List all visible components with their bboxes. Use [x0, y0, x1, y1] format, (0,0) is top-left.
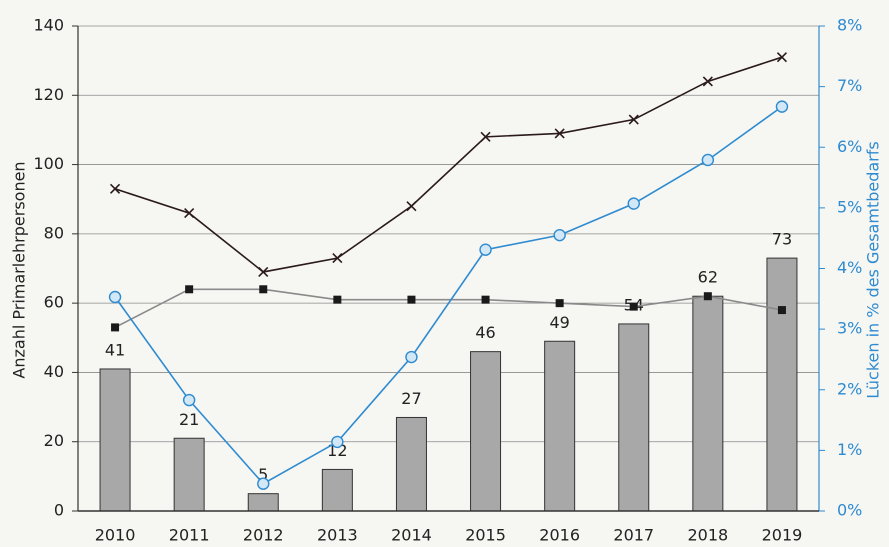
- marker: [331, 435, 344, 449]
- x-tick-label: 2013: [317, 526, 358, 545]
- marker: [628, 114, 639, 125]
- x-tick-label: 2017: [613, 526, 654, 545]
- line: [114, 56, 783, 273]
- marker: [627, 197, 640, 210]
- marker: [775, 100, 789, 113]
- marker: [555, 299, 564, 308]
- y2-tick-label: 1%: [837, 440, 862, 459]
- marker: [184, 208, 195, 219]
- marker: [776, 52, 788, 63]
- bar-value-label: 41: [105, 340, 125, 359]
- marker-cross: [554, 128, 565, 139]
- marker: [111, 323, 120, 332]
- y-tick-label: 120: [33, 85, 64, 104]
- bar-value-label: 5: [258, 465, 268, 484]
- marker: [185, 285, 194, 294]
- marker-cross: [184, 208, 195, 219]
- bar: [321, 468, 353, 512]
- y2-tick-label: 3%: [837, 319, 862, 338]
- y2-tick-label: 6%: [837, 137, 862, 156]
- bar: [247, 493, 279, 512]
- marker-cross: [480, 131, 491, 142]
- bar: [173, 437, 205, 512]
- x-tick-label: 2014: [391, 526, 432, 545]
- y-tick-label: 140: [33, 16, 64, 35]
- y-tick-label: 0: [54, 501, 64, 520]
- marker: [405, 350, 418, 364]
- bar: [99, 368, 131, 512]
- marker: [479, 243, 492, 256]
- x-tick-label: 2012: [243, 526, 284, 545]
- bar: [395, 416, 427, 512]
- y2-tick-label: 7%: [837, 76, 862, 95]
- marker: [701, 153, 715, 167]
- x-tick-label: 2011: [169, 526, 210, 545]
- marker: [332, 253, 343, 264]
- bar: [470, 351, 502, 512]
- marker: [109, 183, 121, 194]
- marker-cross: [109, 183, 121, 194]
- bar-value-label: 27: [401, 389, 421, 408]
- marker: [629, 302, 638, 311]
- marker: [258, 266, 269, 278]
- marker-cross: [258, 266, 269, 278]
- bar-value-label: 21: [179, 410, 199, 429]
- y2-tick-label: 0%: [837, 501, 862, 520]
- marker: [553, 228, 566, 242]
- y2-axis-label: Lücken in % des Gesamtbedarfs: [864, 141, 883, 398]
- y2-tick-label: 4%: [837, 258, 862, 277]
- x-tick-label: 2010: [95, 526, 136, 545]
- x-tick-label: 2018: [687, 526, 728, 545]
- marker: [702, 76, 713, 87]
- marker-cross: [332, 253, 343, 264]
- marker: [257, 477, 270, 490]
- marker: [481, 295, 490, 304]
- marker-cross: [628, 114, 639, 125]
- y2-tick-label: 5%: [837, 197, 862, 216]
- marker: [407, 295, 416, 304]
- bar: [692, 295, 724, 512]
- y2-tick-label: 8%: [837, 16, 862, 35]
- marker: [108, 290, 122, 304]
- bar-value-label: 49: [549, 313, 569, 332]
- marker: [480, 131, 491, 142]
- y-axis-label: Anzahl Primarlehrpersonen: [10, 161, 29, 378]
- marker-cross: [702, 76, 713, 87]
- marker: [777, 306, 786, 315]
- marker: [406, 201, 417, 212]
- line: [114, 288, 783, 329]
- bar: [618, 323, 650, 512]
- y-tick-label: 40: [44, 362, 64, 381]
- marker-cross: [776, 52, 788, 63]
- y-tick-label: 80: [44, 223, 64, 242]
- marker-cross: [406, 201, 417, 212]
- line: [114, 105, 783, 485]
- bar-value-label: 62: [698, 268, 718, 287]
- x-tick-label: 2016: [539, 526, 580, 545]
- marker: [703, 292, 712, 301]
- y-tick-label: 20: [44, 431, 64, 450]
- marker: [259, 285, 268, 294]
- x-tick-label: 2015: [465, 526, 506, 545]
- bar-value-label: 73: [772, 230, 792, 249]
- x-tick-label: 2019: [762, 526, 803, 545]
- marker: [333, 295, 342, 304]
- y-tick-label: 60: [44, 293, 64, 312]
- y2-tick-label: 2%: [837, 379, 862, 398]
- marker: [554, 128, 565, 139]
- marker: [182, 393, 196, 407]
- bar-value-label: 46: [475, 323, 495, 342]
- bar: [544, 340, 576, 512]
- bar: [766, 257, 798, 512]
- y-tick-label: 100: [33, 154, 64, 173]
